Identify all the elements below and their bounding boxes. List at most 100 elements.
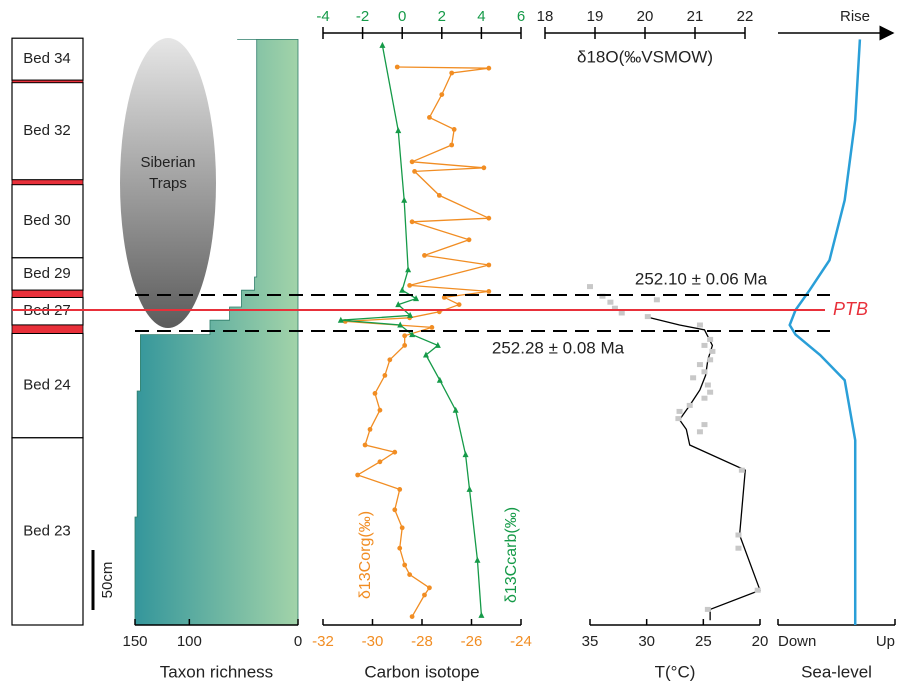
bed (11, 296, 84, 326)
x-tick-label: -30 (362, 633, 384, 650)
x-tick-label: 35 (582, 633, 599, 650)
x2-tick-label: 19 (587, 8, 604, 25)
point (355, 472, 361, 478)
x2-tick-label: -4 (316, 8, 329, 25)
x-tick-label: -24 (510, 633, 532, 650)
point (618, 310, 625, 316)
point (372, 391, 378, 396)
point (701, 342, 708, 348)
point (478, 611, 485, 618)
point (686, 402, 693, 408)
label-bg (612, 269, 790, 289)
point (405, 266, 412, 273)
point (653, 297, 660, 303)
bed-label: Bed 30 (23, 212, 71, 229)
point (412, 169, 417, 174)
bed (11, 437, 84, 626)
x-tick-label: Up (876, 633, 895, 650)
scale-bar-label: 50cm (99, 562, 116, 599)
x-tick-label: -32 (312, 633, 334, 650)
x2-tick-label: 2 (438, 8, 446, 25)
point (707, 389, 714, 395)
point (407, 283, 413, 288)
bed-label: Bed 32 (23, 122, 71, 139)
point (707, 357, 714, 363)
bed-label: Bed 23 (23, 522, 71, 539)
point (735, 532, 742, 538)
point (377, 407, 383, 413)
red-bed (11, 79, 84, 83)
point (397, 321, 404, 328)
point (735, 545, 742, 551)
x2-axis-title: δ18O(‰VSMOW) (577, 47, 713, 66)
point (704, 382, 711, 388)
point (387, 357, 393, 363)
x-axis-title: Sea-level (801, 662, 872, 681)
x2-tick-label: 0 (398, 8, 406, 25)
x-tick-label: 0 (294, 633, 302, 650)
ptb-label: PTB (833, 299, 868, 319)
series-name: δ13Corg(‰) (357, 511, 374, 599)
x-tick-label: 100 (177, 633, 202, 650)
point (701, 422, 708, 428)
point (399, 525, 405, 531)
point (409, 219, 415, 225)
point (466, 237, 472, 243)
point (599, 293, 606, 299)
point (707, 336, 714, 342)
point (701, 369, 708, 375)
point (486, 262, 492, 268)
bed (11, 37, 84, 81)
point (402, 562, 408, 568)
point (409, 331, 416, 338)
richness-area (134, 39, 299, 626)
x-tick-label: Down (778, 633, 816, 650)
point (696, 429, 703, 435)
age-label: 252.28 ± 0.08 Ma (492, 338, 625, 357)
point (399, 286, 406, 293)
point (449, 142, 455, 148)
point (392, 449, 398, 455)
point (436, 376, 443, 383)
x2-tick-label: 21 (687, 8, 704, 25)
point (701, 395, 708, 401)
x-tick-label: -28 (411, 633, 433, 650)
point (696, 322, 703, 328)
series-line (788, 39, 862, 625)
point (394, 64, 400, 70)
point (402, 333, 408, 339)
x2-tick-label: 6 (517, 8, 525, 25)
bed-label: Bed 29 (23, 265, 71, 282)
x-tick-label: 25 (695, 633, 712, 650)
red-bed (11, 289, 84, 298)
point (379, 41, 386, 48)
point (362, 442, 368, 448)
point (451, 126, 457, 132)
bed (11, 257, 84, 291)
point (441, 295, 447, 300)
age-label: 252.10 ± 0.06 Ma (635, 269, 768, 288)
red-bed (11, 324, 84, 334)
point (395, 301, 402, 308)
traps-label: Traps (149, 175, 187, 192)
point (754, 587, 761, 593)
point (644, 314, 651, 320)
x-tick-label: 20 (752, 633, 769, 650)
point (462, 451, 469, 458)
point (377, 459, 383, 465)
x-tick-label: -26 (461, 633, 483, 650)
point (611, 305, 618, 311)
point (486, 289, 492, 294)
point (675, 416, 682, 422)
traps-ellipse (120, 38, 216, 328)
x2-tick-label: -2 (356, 8, 369, 25)
point (690, 375, 697, 381)
point (409, 614, 415, 619)
point (452, 406, 459, 413)
x-tick-label: 150 (122, 633, 147, 650)
point (392, 507, 398, 513)
point (587, 284, 593, 290)
point (427, 115, 432, 120)
point (709, 348, 716, 354)
